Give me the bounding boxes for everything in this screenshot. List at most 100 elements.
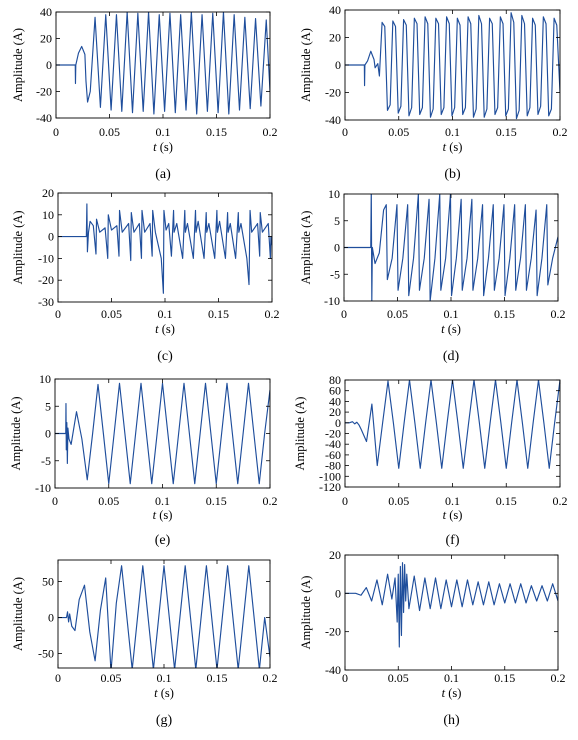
y-axis-label: Amplitude (A) <box>9 397 23 471</box>
panel-caption: (c) <box>157 349 173 364</box>
y-tick-label: 20 <box>42 186 54 200</box>
y-tick-label: -20 <box>38 273 54 287</box>
x-tick-label: 0.2 <box>263 125 278 139</box>
x-tick-label: 0.05 <box>101 671 122 685</box>
chart-panel-2: 0 0.05 0.1 0.15 0.2 -40 -20 0 20 40 t (s) Amplitude… <box>299 3 568 182</box>
y-tick-label: 0 <box>48 230 54 244</box>
x-tick-label: 0.1 <box>155 494 170 508</box>
x-tick-label: 0 <box>342 671 348 685</box>
x-tick-label: 0.15 <box>496 494 517 508</box>
axes-frame <box>57 559 271 669</box>
x-axis-label: t (s) <box>153 140 173 154</box>
y-tick-label: 60 <box>329 384 341 398</box>
x-tick-label: 0 <box>341 307 347 321</box>
x-tick-label: 0.15 <box>494 671 515 685</box>
y-tick-label: 40 <box>329 3 341 17</box>
chart-panel-8: 0 0.05 0.1 0.15 0.2 -40 -20 0 20 t (s) Amplitude (… <box>299 548 566 728</box>
panel-caption: (f) <box>446 533 460 548</box>
y-axis-label: Amplitude (A) <box>11 577 25 651</box>
x-tick-label: 0.1 <box>158 307 173 321</box>
chart-panel-6: 0 0.05 0.1 0.15 0.2-120-100-80-60-40-2002040… <box>293 373 568 548</box>
series-line <box>344 194 558 301</box>
x-tick-label: 0 <box>55 307 61 321</box>
y-tick-label: -120 <box>319 480 341 494</box>
axes-frame <box>344 554 559 671</box>
x-axis-label: t (s) <box>443 508 463 522</box>
x-tick-label: 0.05 <box>388 494 409 508</box>
x-tick-label: 0.2 <box>265 307 280 321</box>
x-tick-label: 0.1 <box>156 125 171 139</box>
y-tick-label: -40 <box>36 111 52 125</box>
y-tick-label: -5 <box>41 454 51 468</box>
x-tick-label: 0.05 <box>101 307 122 321</box>
y-tick-label: 10 <box>39 372 51 386</box>
panel-caption: (b) <box>444 167 461 182</box>
x-axis-label: t (s) <box>153 508 173 522</box>
x-tick-label: 0.15 <box>496 125 517 139</box>
y-tick-label: 0 <box>334 241 340 255</box>
y-tick-label: -10 <box>324 294 340 308</box>
y-tick-label: -10 <box>38 251 54 265</box>
y-tick-label: 20 <box>329 31 341 45</box>
y-tick-label: 0 <box>335 416 341 430</box>
x-axis-label: t (s) <box>443 140 463 154</box>
series-line <box>55 382 270 485</box>
chart-panel-5: 0 0.05 0.1 0.15 0.2 -10 -5 0 5 10 t (s) Amplitude (… <box>9 372 278 548</box>
y-tick-label: 0 <box>335 586 341 600</box>
y-tick-label: 0 <box>45 427 51 441</box>
y-tick-label: 50 <box>42 575 54 589</box>
x-tick-label: 0.05 <box>388 125 409 139</box>
panel-caption: (e) <box>155 533 171 548</box>
y-tick-label: 10 <box>328 187 340 201</box>
x-axis-label: t (s) <box>441 322 461 336</box>
x-tick-label: 0.1 <box>445 494 460 508</box>
chart-panel-3: 0 0.05 0.1 0.15 0.2 -30 -20 -10 0 10 20 t (s) Amplit… <box>11 186 280 364</box>
y-axis-label: Amplitude (A) <box>299 28 313 102</box>
y-tick-label: -30 <box>38 295 54 309</box>
x-axis-label: t (s) <box>442 686 462 700</box>
x-tick-label: 0.2 <box>553 125 568 139</box>
series-line <box>345 380 560 469</box>
y-tick-label: -50 <box>38 647 54 661</box>
series-line <box>345 562 558 648</box>
y-tick-label: -100 <box>319 469 341 483</box>
y-tick-label: 0 <box>335 58 341 72</box>
x-tick-label: 0.2 <box>263 494 278 508</box>
series-line <box>58 203 272 294</box>
y-axis-label: Amplitude (A) <box>11 211 25 285</box>
x-tick-label: 0 <box>52 494 58 508</box>
panel-caption: (h) <box>443 713 460 728</box>
x-tick-label: 0.15 <box>494 307 515 321</box>
x-tick-label: 0.05 <box>98 494 119 508</box>
x-tick-label: 0.05 <box>387 307 408 321</box>
axes-frame <box>57 192 273 303</box>
x-tick-label: 0.15 <box>206 125 227 139</box>
y-tick-label: -10 <box>35 481 51 495</box>
x-axis-label: t (s) <box>154 686 174 700</box>
chart-panel-1: 0 0.05 0.1 0.15 0.2 -40 -20 0 20 40 t (s) Amplitude… <box>11 5 278 182</box>
y-tick-label: -40 <box>325 113 341 127</box>
y-tick-label: 5 <box>45 399 51 413</box>
y-axis-label: Amplitude (A) <box>299 576 313 650</box>
x-tick-label: 0.15 <box>206 494 227 508</box>
y-tick-label: -40 <box>325 663 341 677</box>
y-axis-label: Amplitude (A) <box>299 211 313 285</box>
x-tick-label: 0.2 <box>551 671 566 685</box>
x-tick-label: 0.15 <box>208 307 229 321</box>
x-tick-label: 0.15 <box>207 671 228 685</box>
chart-panel-4: 0 0.05 0.1 0.15 0.2 -10 -5 0 5 10 t (s) Amplitude (… <box>299 187 566 364</box>
y-tick-label: -40 <box>325 437 341 451</box>
y-tick-label: -20 <box>325 86 341 100</box>
x-tick-label: 0.2 <box>263 671 278 685</box>
x-tick-label: 0.1 <box>445 125 460 139</box>
y-axis-label: Amplitude (A) <box>293 397 307 471</box>
y-tick-label: 0 <box>48 611 54 625</box>
y-tick-label: -20 <box>325 427 341 441</box>
x-axis-label: t (s) <box>155 322 175 336</box>
series-line <box>56 12 270 115</box>
y-tick-label: -80 <box>325 459 341 473</box>
y-tick-label: -20 <box>36 85 52 99</box>
x-tick-label: 0.05 <box>388 671 409 685</box>
